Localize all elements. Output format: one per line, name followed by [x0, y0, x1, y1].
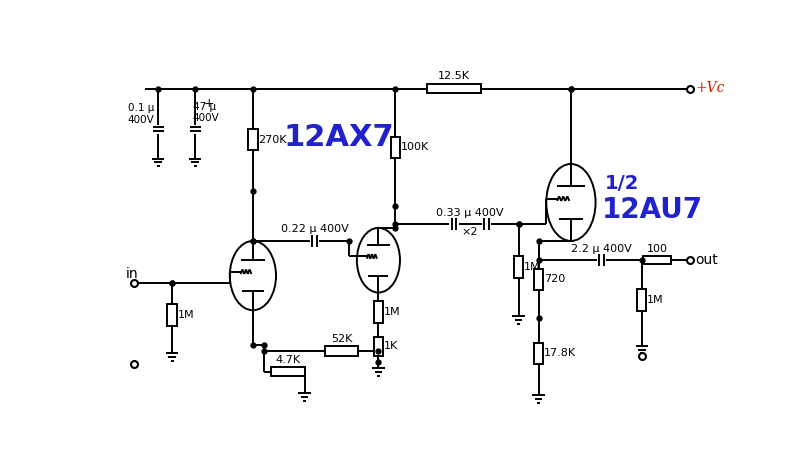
Text: in: in	[126, 267, 139, 281]
Bar	[391, 137, 400, 158]
Text: 52K: 52K	[330, 334, 352, 344]
Text: 0.33 μ 400V: 0.33 μ 400V	[436, 208, 504, 218]
Text: 12.5K: 12.5K	[438, 71, 470, 81]
Bar	[374, 301, 383, 322]
Bar	[248, 129, 258, 151]
Bar	[325, 346, 359, 356]
Text: 1M: 1M	[647, 295, 664, 305]
Text: ×2: ×2	[462, 227, 478, 237]
Bar	[534, 343, 543, 364]
Text: 1/2: 1/2	[604, 174, 639, 193]
Ellipse shape	[546, 164, 596, 241]
Bar	[514, 256, 523, 278]
Text: out: out	[696, 253, 718, 267]
Text: 1M: 1M	[384, 307, 401, 317]
Ellipse shape	[357, 228, 400, 292]
Text: 12AU7: 12AU7	[602, 196, 703, 224]
Text: 12AX7: 12AX7	[284, 123, 394, 152]
Ellipse shape	[230, 241, 276, 310]
Bar	[168, 305, 177, 326]
Bar	[638, 289, 646, 311]
Bar	[427, 84, 481, 93]
Bar	[271, 367, 305, 376]
Text: 2.2 μ 400V: 2.2 μ 400V	[571, 244, 632, 254]
Text: 0.1 μ
400V: 0.1 μ 400V	[127, 103, 155, 124]
Text: 100K: 100K	[401, 142, 429, 153]
Text: 720: 720	[544, 274, 565, 285]
Text: 1M: 1M	[177, 310, 194, 320]
Text: +Vc: +Vc	[696, 81, 725, 95]
Text: 1M: 1M	[524, 262, 541, 272]
Text: 270K: 270K	[258, 135, 287, 145]
Text: 0.22 μ 400V: 0.22 μ 400V	[280, 225, 348, 234]
Text: 47 μ
400V: 47 μ 400V	[193, 102, 219, 123]
Bar	[534, 269, 543, 290]
Text: 1K: 1K	[384, 342, 398, 351]
Text: 4.7K: 4.7K	[275, 355, 300, 365]
Bar	[374, 337, 383, 356]
Text: +: +	[204, 96, 214, 110]
Text: 100: 100	[646, 244, 667, 255]
Text: 17.8K: 17.8K	[544, 348, 576, 358]
Bar	[643, 256, 671, 264]
